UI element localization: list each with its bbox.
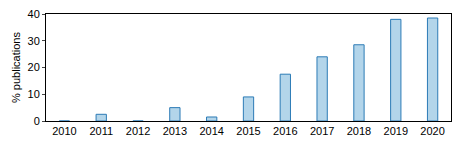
svg-text:% publications: % publications — [10, 32, 22, 103]
svg-text:2013: 2013 — [163, 125, 187, 137]
svg-text:2016: 2016 — [273, 125, 297, 137]
svg-text:40: 40 — [28, 8, 40, 20]
svg-text:2012: 2012 — [126, 125, 150, 137]
svg-text:2010: 2010 — [52, 125, 76, 137]
svg-text:2015: 2015 — [236, 125, 260, 137]
svg-text:2011: 2011 — [89, 125, 113, 137]
svg-text:2017: 2017 — [310, 125, 334, 137]
svg-text:2019: 2019 — [384, 125, 408, 137]
svg-text:2014: 2014 — [199, 125, 223, 137]
svg-text:30: 30 — [28, 35, 40, 47]
svg-text:10: 10 — [28, 88, 40, 100]
svg-text:20: 20 — [28, 61, 40, 73]
svg-text:2020: 2020 — [420, 125, 444, 137]
svg-text:2018: 2018 — [347, 125, 371, 137]
svg-text:0: 0 — [34, 115, 40, 127]
